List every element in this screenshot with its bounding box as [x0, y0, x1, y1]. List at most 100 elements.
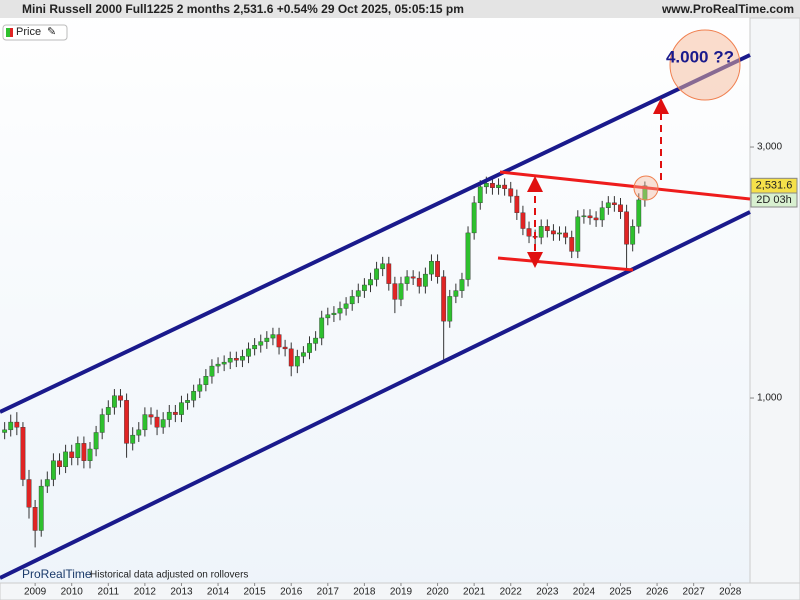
- x-tick-label: 2023: [536, 587, 559, 598]
- candle-body: [325, 314, 331, 319]
- candle-body: [185, 400, 190, 403]
- candle-body: [270, 334, 276, 339]
- candle-body: [471, 202, 477, 234]
- x-tick-label: 2025: [609, 587, 632, 598]
- candle-body: [386, 263, 392, 284]
- candle-body: [215, 363, 221, 367]
- chart-title: Mini Russell 2000 Full1225 2 months 2,53…: [22, 2, 464, 16]
- candle-body: [124, 400, 129, 444]
- candle-body: [20, 427, 26, 480]
- candle-body: [51, 460, 56, 480]
- candle-body: [380, 263, 386, 270]
- x-tick-label: 2015: [244, 587, 267, 598]
- x-tick-label: 2014: [207, 587, 230, 598]
- candle-body: [575, 216, 581, 252]
- candle-body: [557, 232, 562, 235]
- candle-body: [105, 407, 111, 415]
- candle-body: [630, 226, 636, 245]
- y-axis-panel: [749, 17, 800, 584]
- drawings: 4.000 ??: [0, 29, 751, 580]
- candle-body: [374, 268, 379, 280]
- candle-body: [496, 184, 501, 188]
- legend-icon: [6, 28, 10, 37]
- candle-body: [288, 348, 294, 367]
- x-tick-label: 2027: [683, 587, 706, 598]
- highlight-circle: [633, 175, 659, 201]
- candle-body: [209, 365, 215, 377]
- candle-body: [136, 429, 142, 436]
- candle-body: [154, 416, 160, 428]
- candle-body: [313, 337, 319, 344]
- x-tick-label: 2012: [134, 587, 157, 598]
- x-tick-label: 2021: [463, 587, 486, 598]
- x-tick-label: 2013: [170, 587, 193, 598]
- candle-body: [453, 290, 459, 297]
- x-tick-label: 2017: [317, 587, 340, 598]
- candle-body: [581, 215, 587, 218]
- candle-body: [264, 337, 270, 342]
- candle-body: [2, 429, 8, 433]
- candle-body: [544, 226, 550, 231]
- candle-body: [197, 384, 203, 392]
- settings-icon[interactable]: ✎: [47, 26, 56, 38]
- channel-lower: [0, 210, 751, 580]
- brand: ProRealTime: [22, 567, 92, 581]
- candle-body: [282, 346, 288, 350]
- candle-body: [81, 443, 87, 461]
- candle-body: [191, 391, 197, 401]
- candle-body: [240, 356, 245, 361]
- header-bar: [0, 0, 800, 18]
- candle-body: [203, 376, 209, 385]
- last-price-label: 2,531.6: [756, 180, 793, 192]
- candle-body: [166, 411, 172, 420]
- candle-body: [410, 276, 416, 279]
- candle-body: [404, 276, 410, 284]
- candle-body: [569, 237, 575, 252]
- candle-body: [14, 421, 20, 428]
- x-tick-label: 2026: [646, 587, 669, 598]
- candle-body: [252, 345, 258, 350]
- x-tick-label: 2016: [280, 587, 303, 598]
- x-tick-label: 2022: [500, 587, 523, 598]
- candle-body: [130, 434, 136, 444]
- candle-body: [490, 183, 495, 188]
- x-tick-label: 2024: [573, 587, 596, 598]
- candle-body: [465, 232, 471, 280]
- legend-label: Price: [16, 26, 41, 38]
- candle-body: [32, 507, 38, 531]
- candle-body: [319, 317, 325, 339]
- candle-body: [441, 276, 447, 322]
- candle-body: [179, 402, 184, 415]
- candle-body: [69, 451, 75, 458]
- candle-body: [618, 204, 623, 212]
- candle-body: [57, 460, 62, 468]
- candle-body: [502, 184, 508, 189]
- candle-body: [587, 215, 593, 219]
- candle-body: [26, 479, 32, 508]
- candle-body: [459, 279, 465, 291]
- legend-box[interactable]: [2, 24, 68, 41]
- candle-body: [514, 195, 520, 213]
- y-tick-label: 1,000: [757, 393, 782, 404]
- candle-body: [398, 283, 404, 300]
- note: Historical data adjusted on rollovers: [90, 570, 248, 581]
- candle-body: [508, 188, 514, 197]
- x-tick-label: 2018: [353, 587, 376, 598]
- candle-body: [307, 343, 312, 353]
- target-circle: [669, 29, 741, 101]
- candle-body: [368, 279, 373, 286]
- candle-body: [331, 312, 337, 315]
- candle-body: [416, 277, 422, 287]
- x-tick-label: 2020: [426, 587, 449, 598]
- annotation: 4.000 ??: [666, 47, 734, 66]
- legend-icon: [10, 28, 13, 37]
- candle-body: [276, 334, 282, 348]
- candle-body: [563, 232, 569, 238]
- candle-body: [349, 296, 355, 305]
- candle-body: [148, 414, 154, 418]
- candle-body: [118, 395, 123, 401]
- candle-body: [112, 395, 117, 408]
- candle-body: [227, 358, 233, 363]
- candle-body: [233, 358, 239, 361]
- candle-body: [75, 443, 81, 458]
